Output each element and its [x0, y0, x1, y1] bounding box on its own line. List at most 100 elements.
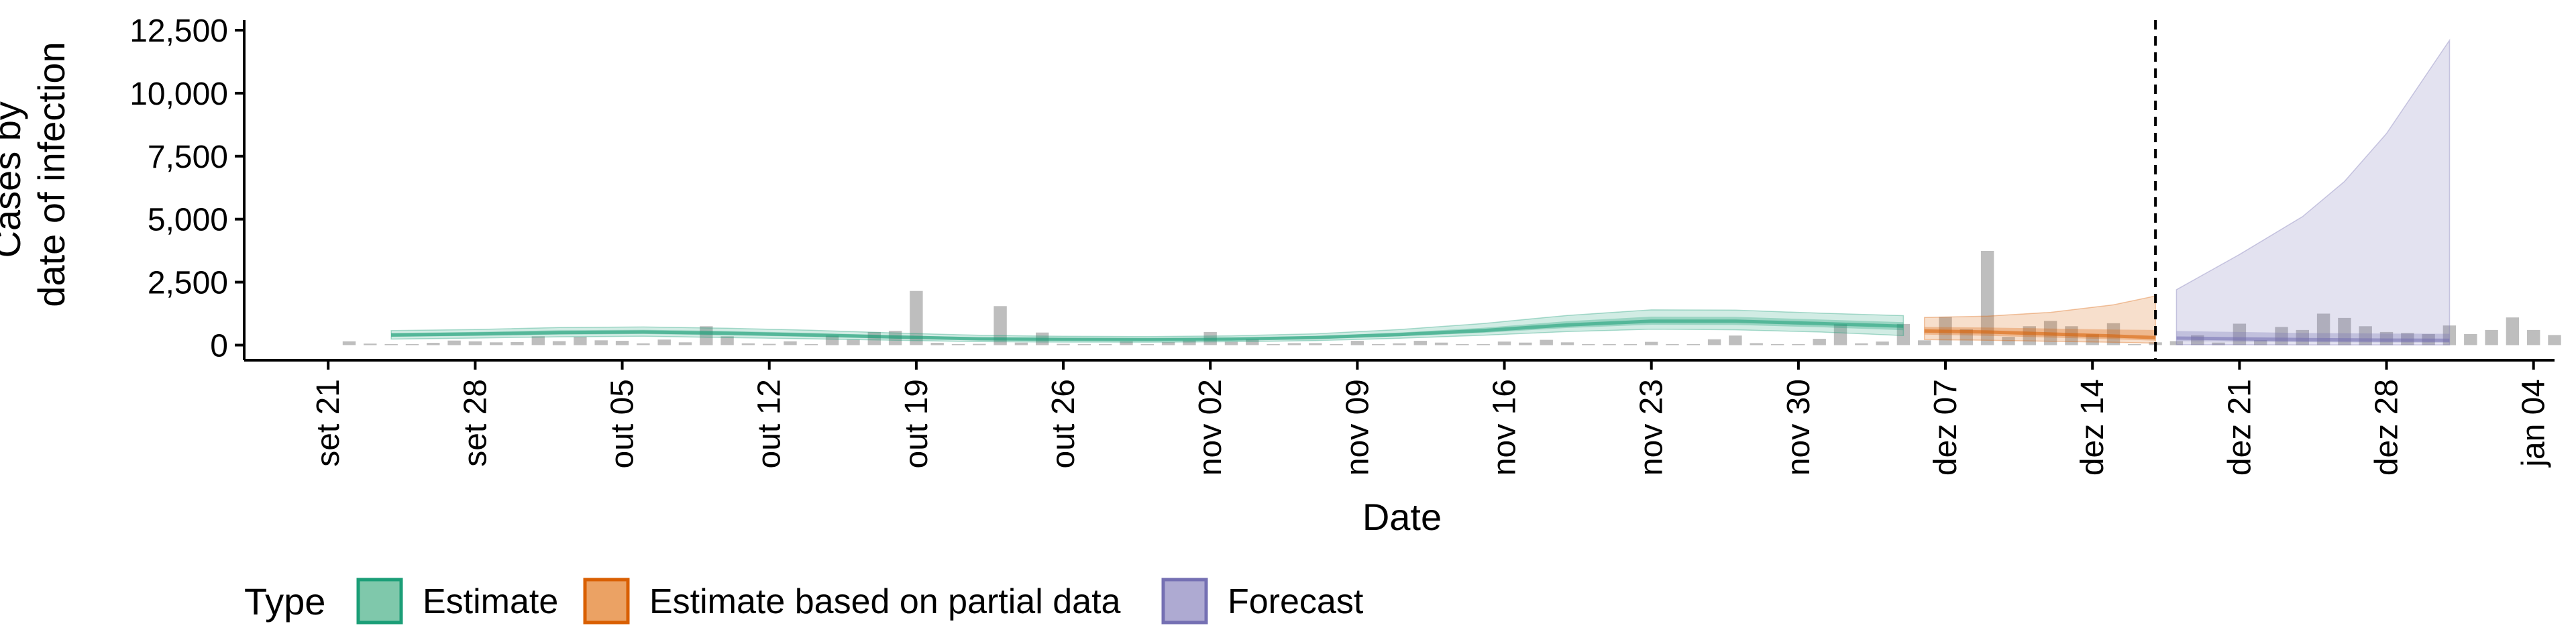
- case-bar: [1413, 341, 1427, 345]
- case-bar: [784, 341, 797, 345]
- estimate-band-90: [390, 309, 1904, 343]
- legend-item-forecast: Forecast: [1161, 578, 1364, 625]
- case-bar: [2128, 344, 2141, 345]
- y-tick-label: 10,000: [129, 76, 228, 112]
- case-bar: [1224, 341, 1238, 345]
- x-tick-label: dez 21: [2222, 379, 2257, 476]
- case-bar: [364, 343, 377, 345]
- x-tick-label: dez 07: [1928, 379, 1964, 476]
- case-bar: [1918, 340, 1931, 345]
- legend: Type Estimate Estimate based on partial …: [244, 578, 1364, 625]
- case-bar: [1666, 344, 1679, 345]
- case-bar: [1582, 344, 1595, 345]
- x-tick-label: nov 30: [1781, 379, 1817, 476]
- case-bar: [741, 343, 755, 345]
- case-bar: [1477, 344, 1490, 345]
- case-bar: [427, 343, 440, 345]
- case-bar: [1393, 343, 1406, 345]
- case-bar: [1099, 344, 1112, 345]
- case-bar: [2527, 329, 2540, 345]
- case-bar: [574, 337, 587, 345]
- case-bar: [468, 341, 482, 345]
- case-bar: [973, 343, 986, 345]
- case-bar: [1519, 342, 1532, 345]
- legend-label-estimate: Estimate: [423, 582, 558, 621]
- case-bar: [1456, 344, 1469, 345]
- x-tick-label: out 05: [605, 379, 641, 468]
- x-tick-label: out 26: [1046, 379, 1081, 468]
- estimate-median-line: [391, 319, 1904, 341]
- y-tick-label: 12,500: [129, 13, 228, 49]
- case-bar: [910, 290, 923, 345]
- case-bar: [1014, 342, 1028, 345]
- case-bar: [678, 342, 692, 345]
- case-bar: [552, 341, 566, 345]
- forecast-median-line: [2176, 336, 2450, 342]
- y-axis-title-line-1: Cases by: [0, 101, 28, 258]
- x-tick-label: nov 09: [1340, 379, 1375, 476]
- case-bar: [1267, 344, 1280, 345]
- y-tick-label: 2,500: [148, 266, 228, 301]
- x-tick-label: dez 28: [2369, 379, 2405, 476]
- x-tick-label: out 12: [752, 379, 788, 468]
- case-bar: [1140, 344, 1154, 345]
- case-bar: [804, 344, 818, 345]
- case-bar: [1497, 341, 1511, 345]
- forecast-band-90: [2176, 38, 2451, 345]
- case-bar: [1855, 343, 1868, 345]
- case-bar: [930, 343, 944, 345]
- case-bar: [1183, 340, 1196, 345]
- case-bar: [2023, 326, 2036, 345]
- case-bar: [1707, 339, 1721, 345]
- y-axis-title-line-2: date of infection: [30, 42, 72, 307]
- x-tick-label: set 21: [311, 379, 346, 467]
- case-bar: [1540, 339, 1553, 345]
- case-bar: [825, 335, 839, 345]
- case-bar: [1792, 344, 1805, 345]
- y-tick-label: 7,500: [148, 140, 228, 175]
- partial-estimate-median-line: [1924, 329, 2156, 339]
- x-tick-label: nov 23: [1634, 379, 1670, 476]
- case-bar: [763, 343, 776, 345]
- case-bar: [1896, 323, 1911, 345]
- x-tick-label: jan 04: [2516, 379, 2552, 468]
- case-bar: [1729, 335, 1742, 345]
- case-bar: [490, 342, 503, 345]
- case-bar: [2296, 329, 2309, 345]
- y-tick-label: 0: [210, 328, 228, 364]
- x-axis-title: Date: [1362, 496, 1442, 538]
- case-bar: [1057, 343, 1070, 345]
- y-tick-label: 5,000: [148, 203, 228, 238]
- case-bar: [2506, 317, 2520, 345]
- case-bar: [1833, 324, 1847, 345]
- x-tick-label: nov 16: [1487, 379, 1523, 476]
- case-bar: [1560, 342, 1574, 345]
- case-bar: [1161, 342, 1175, 345]
- case-bar: [1603, 344, 1616, 345]
- case-bar: [2548, 335, 2561, 345]
- case-bar: [2002, 337, 2015, 345]
- case-bar: [1980, 251, 1994, 345]
- case-bar: [1120, 341, 1133, 345]
- case-bar: [637, 343, 650, 345]
- legend-item-estimate: Estimate: [356, 578, 558, 625]
- case-bar: [2254, 340, 2267, 345]
- case-bar: [594, 340, 608, 345]
- case-bar: [2316, 313, 2330, 345]
- legend-key-partial: [583, 578, 630, 625]
- case-bar: [1434, 342, 1448, 345]
- case-bar: [1876, 341, 1889, 345]
- case-bar: [1770, 344, 1784, 345]
- legend-item-partial: Estimate based on partial data: [583, 578, 1121, 625]
- case-bar: [1645, 341, 1658, 345]
- x-tick-label: dez 14: [2075, 379, 2110, 476]
- case-bar: [1686, 344, 1700, 345]
- legend-label-partial: Estimate based on partial data: [649, 582, 1121, 621]
- case-bar: [1350, 341, 1364, 345]
- case-bar: [2212, 342, 2225, 345]
- case-bar: [720, 336, 734, 345]
- case-bar: [1287, 343, 1301, 345]
- case-bar: [1077, 344, 1091, 345]
- case-bar: [994, 306, 1007, 345]
